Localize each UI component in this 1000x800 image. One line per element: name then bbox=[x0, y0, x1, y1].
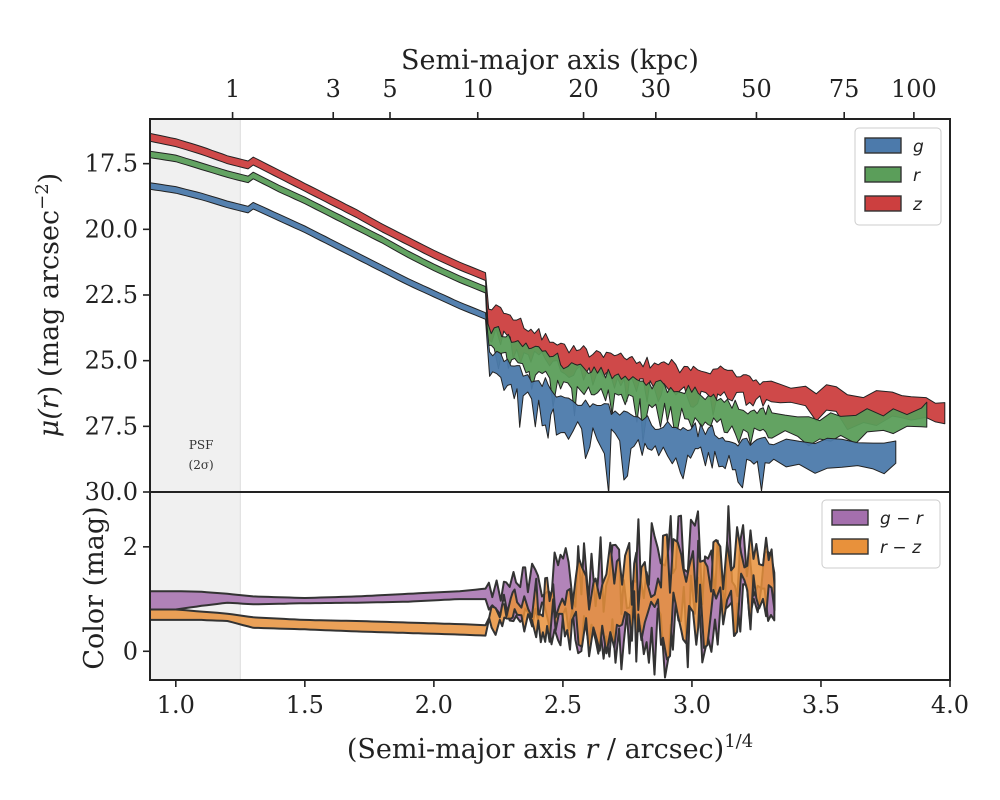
y-tick-label: 17.5 bbox=[85, 150, 138, 178]
legend-swatch bbox=[864, 195, 902, 212]
psf-region bbox=[149, 491, 241, 681]
y-tick-label: 22.5 bbox=[85, 281, 138, 309]
y-axis-title-part: r bbox=[34, 394, 65, 409]
top-axis-title: Semi-major axis (kpc) bbox=[401, 45, 699, 76]
legend-swatch bbox=[864, 137, 902, 154]
top-tick-label: 30 bbox=[641, 75, 672, 103]
legend-label-part: − bbox=[891, 509, 916, 529]
psf-sublabel: (2σ) bbox=[189, 458, 214, 472]
y-tick-label: 30.0 bbox=[85, 478, 138, 506]
x-axis-title-part: (Semi-major axis bbox=[347, 734, 586, 765]
x-axis-title: (Semi-major axis r / arcsec)1/4 bbox=[347, 731, 753, 765]
top-tick-label: 3 bbox=[326, 75, 341, 103]
y-axis-title-part: μ( bbox=[34, 408, 65, 438]
band-z bbox=[150, 132, 946, 431]
x-tick-label: 2.0 bbox=[415, 691, 453, 719]
top-tick-label: 75 bbox=[829, 75, 860, 103]
legend-label-part: z bbox=[911, 538, 922, 558]
y-tick-label: 2 bbox=[123, 533, 138, 561]
x-tick-label: 3.0 bbox=[673, 691, 711, 719]
top-tick-label: 20 bbox=[568, 75, 599, 103]
legend-label-part: − bbox=[887, 538, 912, 558]
legend-swatch bbox=[831, 509, 869, 526]
legend-label-part: r bbox=[916, 509, 924, 529]
bottom-axis: 1.0 1.5 2.0 2.5 3.0 3.5 4.0 bbox=[157, 680, 969, 719]
legend-label-part: r bbox=[880, 538, 888, 558]
legend-label: r − z bbox=[880, 538, 922, 558]
y-tick-label: 20.0 bbox=[85, 215, 138, 243]
y-axis-title-exponent: −2 bbox=[32, 183, 53, 210]
x-tick-label: 2.5 bbox=[544, 691, 582, 719]
top-axis: 1 3 5 10 20 30 50 75 100 bbox=[225, 75, 937, 119]
legend-colors: g − rr − z bbox=[821, 499, 941, 569]
legend-swatch bbox=[864, 166, 902, 183]
surface-brightness-panel: PSF (2σ) 17.5 20.0 22.5 25.0 27.5 30.0 grz bbox=[85, 118, 951, 506]
legend-label: r bbox=[913, 166, 921, 186]
legend-label: g − r bbox=[880, 509, 924, 529]
legend-label: z bbox=[912, 195, 923, 215]
legend-label-part: g bbox=[880, 509, 891, 529]
band-r bbox=[150, 150, 928, 447]
y-tick-label: 25.0 bbox=[85, 347, 138, 375]
x-tick-label: 4.0 bbox=[931, 691, 969, 719]
top-tick-label: 100 bbox=[891, 75, 937, 103]
psf-region bbox=[149, 118, 241, 493]
legend-bands: grz bbox=[854, 127, 942, 226]
x-tick-label: 1.5 bbox=[286, 691, 324, 719]
x-axis-title-part: / arcsec) bbox=[598, 734, 724, 765]
top-tick-label: 10 bbox=[462, 75, 493, 103]
top-tick-label: 50 bbox=[741, 75, 772, 103]
y-axis-title-color: Color (mag) bbox=[79, 506, 110, 669]
y-axis-title-part: ) (mag arcsec bbox=[34, 210, 65, 396]
band-r−z bbox=[150, 526, 776, 663]
top-tick-label: 1 bbox=[225, 75, 240, 103]
x-tick-label: 1.0 bbox=[157, 691, 195, 719]
y-tick-label: 0 bbox=[123, 637, 138, 665]
color-panel: 02g − rr − z bbox=[123, 491, 951, 681]
band-g bbox=[150, 182, 897, 492]
legend-swatch bbox=[831, 538, 869, 555]
y-axis-title-part: ) bbox=[34, 173, 65, 184]
panel-frame bbox=[149, 491, 951, 681]
x-tick-label: 3.5 bbox=[802, 691, 840, 719]
y-tick-label: 27.5 bbox=[85, 412, 138, 440]
top-tick-label: 5 bbox=[382, 75, 397, 103]
x-axis-title-exponent: 1/4 bbox=[724, 731, 753, 752]
psf-label: PSF bbox=[189, 438, 214, 452]
legend-label: g bbox=[913, 137, 924, 157]
x-axis-title-variable: r bbox=[585, 734, 600, 765]
y-axis-title-surface-brightness: μ(r) (mag arcsec−2) bbox=[32, 173, 65, 437]
